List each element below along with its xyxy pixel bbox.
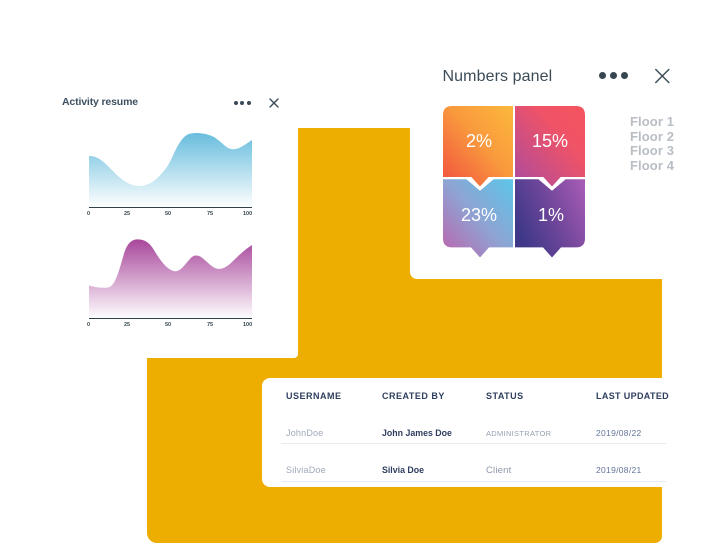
svg-text:15%: 15% bbox=[532, 131, 568, 151]
svg-text:1%: 1% bbox=[538, 205, 564, 225]
svg-text:23%: 23% bbox=[461, 205, 497, 225]
svg-text:2%: 2% bbox=[466, 131, 492, 151]
